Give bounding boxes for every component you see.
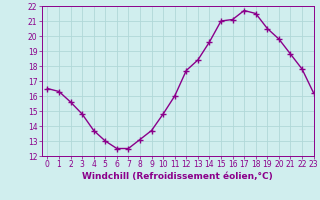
X-axis label: Windchill (Refroidissement éolien,°C): Windchill (Refroidissement éolien,°C): [82, 172, 273, 181]
